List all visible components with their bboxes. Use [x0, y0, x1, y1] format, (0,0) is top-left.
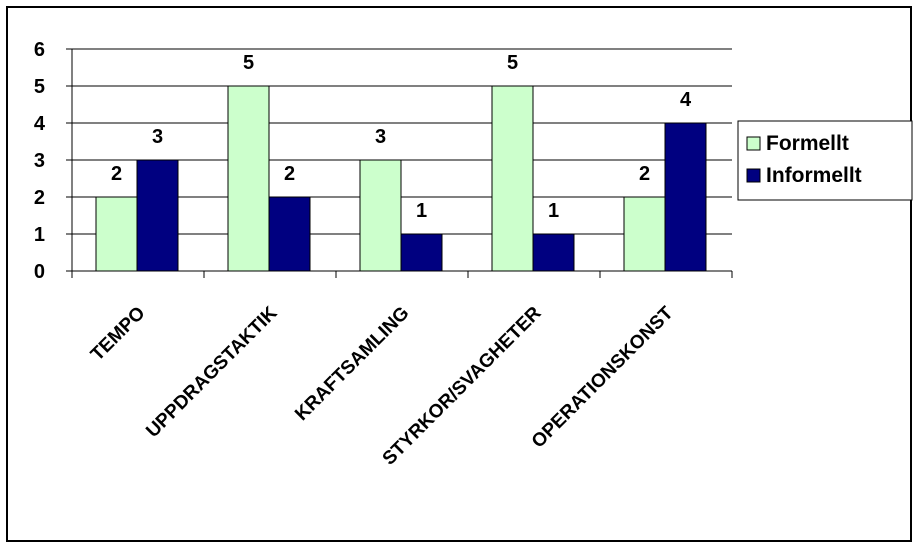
gridlines: [72, 48, 732, 235]
data-label: 5: [243, 52, 254, 74]
bar-formellt: [623, 196, 666, 272]
bar-formellt: [227, 85, 270, 272]
bar-formellt: [95, 196, 138, 272]
bars: [95, 85, 707, 272]
bar-informellt: [268, 196, 311, 272]
bar-informellt: [400, 233, 443, 272]
legend-box: [737, 120, 913, 201]
data-labels: 2 3 5 2 3 1 5 1 2 4: [111, 52, 692, 222]
data-label: 3: [375, 126, 386, 148]
x-category-label: KRAFTSAMLING: [291, 303, 413, 425]
x-category-label: OPERATIONSKONST: [528, 302, 678, 452]
data-label: 2: [284, 163, 295, 185]
y-tick-label: 5: [34, 76, 45, 98]
legend-swatch-formellt: [746, 136, 761, 151]
data-label: 3: [152, 126, 163, 148]
data-label: 1: [548, 200, 559, 222]
legend-label-formellt: Formellt: [766, 132, 849, 155]
axes: [66, 48, 733, 278]
bar-informellt: [136, 159, 179, 272]
bar-formellt: [491, 85, 534, 272]
y-tick-label: 6: [34, 39, 45, 61]
y-tick-label: 0: [34, 261, 45, 283]
x-category-label: STYRKOR/SVAGHETER: [379, 302, 546, 469]
y-axis-ticks: 0 1 2 3 4 5 6: [34, 39, 46, 283]
y-tick-label: 1: [34, 224, 45, 246]
legend-label-informellt: Informellt: [766, 164, 862, 187]
y-tick-label: 2: [34, 187, 45, 209]
bar-formellt: [359, 159, 402, 272]
bar-informellt: [664, 122, 707, 272]
x-category-label: UPPDRAGSTAKTIK: [142, 302, 281, 441]
data-label: 2: [111, 163, 122, 185]
x-category-label: TEMPO: [87, 303, 150, 366]
data-label: 1: [416, 200, 427, 222]
legend-swatch-informellt: [746, 168, 761, 183]
data-label: 2: [639, 163, 650, 185]
y-tick-label: 3: [34, 150, 45, 172]
chart-frame: [6, 6, 912, 542]
y-tick-label: 4: [34, 113, 46, 135]
bar-informellt: [532, 233, 575, 272]
data-label: 5: [507, 52, 518, 74]
legend: Formellt Informellt: [737, 120, 913, 201]
data-label: 4: [680, 89, 692, 111]
